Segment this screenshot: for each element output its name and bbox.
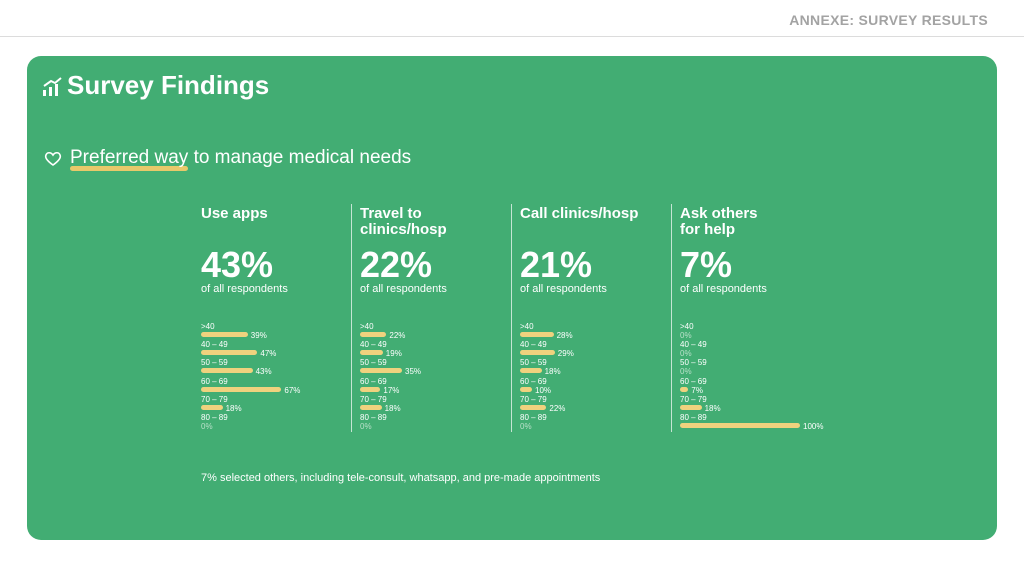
column-caption: of all respondents bbox=[520, 283, 607, 295]
bar bbox=[201, 404, 223, 410]
row-label: >40 bbox=[680, 322, 694, 331]
row-label: 60 – 69 bbox=[680, 376, 707, 386]
row-label: 50 – 59 bbox=[520, 358, 547, 368]
bar bbox=[680, 404, 702, 410]
bar bbox=[680, 423, 800, 428]
subtitle-highlight: Preferred way bbox=[70, 147, 189, 168]
row-label: 40 – 49 bbox=[201, 340, 228, 350]
row-label: 40 – 49 bbox=[520, 340, 547, 350]
row-label: 60 – 69 bbox=[201, 376, 228, 386]
bar-value-label: 18% bbox=[225, 403, 242, 413]
column-percent: 21% bbox=[520, 244, 593, 285]
bar-value-label: 0% bbox=[520, 422, 532, 431]
bar-value-label: 100% bbox=[803, 422, 824, 431]
row-label: 80 – 89 bbox=[680, 413, 707, 422]
bar bbox=[520, 386, 532, 392]
header-rule bbox=[0, 36, 1024, 37]
column-caption: of all respondents bbox=[360, 283, 447, 295]
bar-value-label: 22% bbox=[389, 331, 406, 340]
row-label: 60 – 69 bbox=[520, 376, 547, 386]
bar bbox=[201, 332, 248, 337]
bar-value-label: 0% bbox=[680, 331, 692, 340]
row-label: 80 – 89 bbox=[520, 413, 547, 422]
row-label: 70 – 79 bbox=[680, 394, 707, 404]
bar-value-label: 39% bbox=[250, 331, 267, 340]
bar-value-label: 43% bbox=[255, 367, 272, 377]
bar bbox=[201, 368, 253, 374]
row-label: >40 bbox=[201, 322, 215, 331]
bar-value-label: 0% bbox=[201, 422, 213, 431]
row-label: 40 – 49 bbox=[360, 340, 387, 350]
bar bbox=[680, 386, 689, 392]
bar bbox=[520, 404, 547, 410]
bar-value-label: 17% bbox=[383, 385, 400, 395]
bar-value-label: 22% bbox=[549, 403, 566, 413]
bar-value-label: 67% bbox=[284, 385, 301, 395]
column-caption: of all respondents bbox=[201, 283, 288, 295]
bar bbox=[201, 350, 258, 356]
bar-value-label: 0% bbox=[360, 422, 372, 431]
column-label: Call clinics/hosp bbox=[520, 205, 639, 222]
bar-value-label: 18% bbox=[384, 403, 401, 413]
bar-value-label: 18% bbox=[544, 367, 561, 377]
chart-icon bbox=[43, 77, 62, 96]
column-percent: 43% bbox=[201, 244, 274, 285]
column-label: Travel to clinics/hosp bbox=[360, 205, 447, 238]
row-label: 70 – 79 bbox=[520, 394, 547, 404]
column-label: Ask others for help bbox=[680, 205, 758, 238]
bar bbox=[360, 332, 387, 337]
subtitle-rest: to manage medical needs bbox=[193, 147, 412, 168]
heart-icon bbox=[44, 151, 62, 166]
bar bbox=[520, 368, 542, 374]
bar-value-label: 35% bbox=[405, 367, 422, 377]
column-label: Use apps bbox=[201, 205, 268, 222]
bar-value-label: 19% bbox=[385, 349, 402, 359]
bar bbox=[360, 368, 402, 374]
header-title: ANNEXE: SURVEY RESULTS bbox=[789, 12, 988, 28]
bar bbox=[360, 350, 383, 356]
bar-value-label: 29% bbox=[557, 349, 574, 359]
bar bbox=[201, 386, 282, 392]
card-title: Survey Findings bbox=[67, 70, 270, 100]
column-separator bbox=[351, 204, 352, 432]
bar-value-label: 18% bbox=[704, 403, 721, 413]
row-label: 80 – 89 bbox=[201, 413, 228, 422]
card: Survey Findings Preferred way to manage … bbox=[27, 56, 997, 540]
bar-value-label: 10% bbox=[535, 385, 552, 395]
bar-value-label: 0% bbox=[680, 367, 692, 377]
subtitle: Preferred way to manage medical needs bbox=[70, 147, 411, 169]
bar-value-label: 47% bbox=[260, 349, 277, 359]
row-label: 70 – 79 bbox=[360, 394, 387, 404]
column-percent: 7% bbox=[680, 244, 733, 285]
column-separator bbox=[671, 204, 672, 432]
row-label: 50 – 59 bbox=[680, 358, 707, 368]
row-label: 70 – 79 bbox=[201, 394, 228, 404]
bar-value-label: 0% bbox=[680, 349, 692, 359]
row-label: 50 – 59 bbox=[201, 358, 228, 368]
bar-value-label: 7% bbox=[691, 385, 703, 395]
footnote: 7% selected others, including tele-consu… bbox=[201, 472, 601, 484]
row-label: >40 bbox=[360, 322, 374, 331]
column-caption: of all respondents bbox=[680, 283, 767, 295]
row-label: >40 bbox=[520, 322, 534, 331]
row-label: 50 – 59 bbox=[360, 358, 387, 368]
bar bbox=[520, 332, 554, 337]
bar-value-label: 28% bbox=[556, 331, 573, 340]
bar bbox=[520, 350, 555, 356]
column-separator bbox=[511, 204, 512, 432]
bar bbox=[360, 404, 382, 410]
row-label: 40 – 49 bbox=[680, 340, 707, 350]
row-label: 80 – 89 bbox=[360, 413, 387, 422]
bar bbox=[360, 386, 381, 392]
row-label: 60 – 69 bbox=[360, 376, 387, 386]
column-percent: 22% bbox=[360, 244, 433, 285]
